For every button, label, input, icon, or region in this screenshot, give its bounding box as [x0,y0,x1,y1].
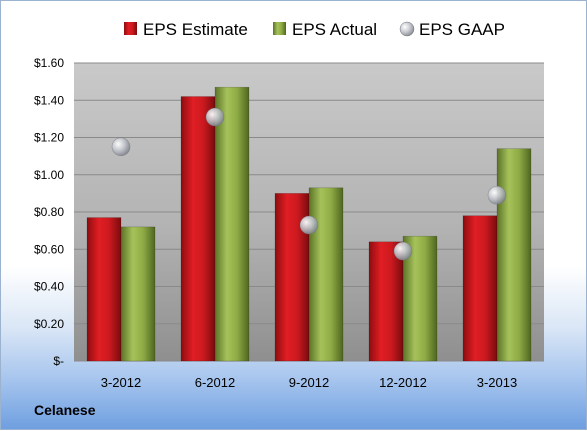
y-tick-label: $- [53,354,64,368]
y-tick-label: $1.00 [34,168,64,182]
y-tick-label: $1.20 [34,131,64,145]
eps-gaap-marker [111,137,131,157]
legend-label: EPS Actual [292,20,377,39]
legend-eps-actual: EPS Actual [273,20,377,39]
legend-swatch [273,22,286,35]
x-category-label: 3-2012 [101,375,141,390]
eps-estimate-bar [368,241,404,362]
y-tick-label: $0.60 [34,242,64,256]
eps-estimate-bar [86,217,122,362]
eps-estimate-bar [462,215,498,362]
legend: EPS Estimate EPS Actual EPS GAAP [124,20,505,39]
y-tick-label: $0.40 [34,280,64,294]
y-tick-label: $1.40 [34,93,64,107]
legend-eps-gaap: EPS GAAP [399,20,505,39]
eps-actual-bar [496,148,532,362]
x-category-label: 6-2012 [195,375,235,390]
eps-estimate-bar [180,96,216,362]
legend-eps-estimate: EPS Estimate [124,20,248,39]
legend-swatch [399,21,415,37]
gaap-markers [111,107,507,261]
legend-swatch [124,22,137,35]
eps-gaap-marker [299,215,319,235]
legend-label: EPS GAAP [419,20,505,39]
eps-actual-bar [308,187,344,362]
y-tick-label: $0.20 [34,317,64,331]
eps-actual-bar [120,226,156,362]
company-name: Celanese [34,402,96,418]
y-axis-ticks: $- $0.20 $0.40 $0.60 $0.80 $1.00 $1.20 $1.40 $1.… [34,56,64,368]
x-category-label: 12-2012 [379,375,427,390]
x-category-label: 3-2013 [477,375,517,390]
eps-gaap-marker [393,241,413,261]
x-axis-labels: 3-2012 6-2012 9-2012 12-2012 3-2013 [101,375,517,390]
x-category-label: 9-2012 [289,375,329,390]
eps-gaap-marker [205,107,225,127]
bars [86,86,532,362]
eps-actual-bar [214,86,250,362]
y-tick-label: $1.60 [34,56,64,70]
y-tick-label: $0.80 [34,205,64,219]
legend-label: EPS Estimate [143,20,248,39]
eps-gaap-marker [487,185,507,205]
